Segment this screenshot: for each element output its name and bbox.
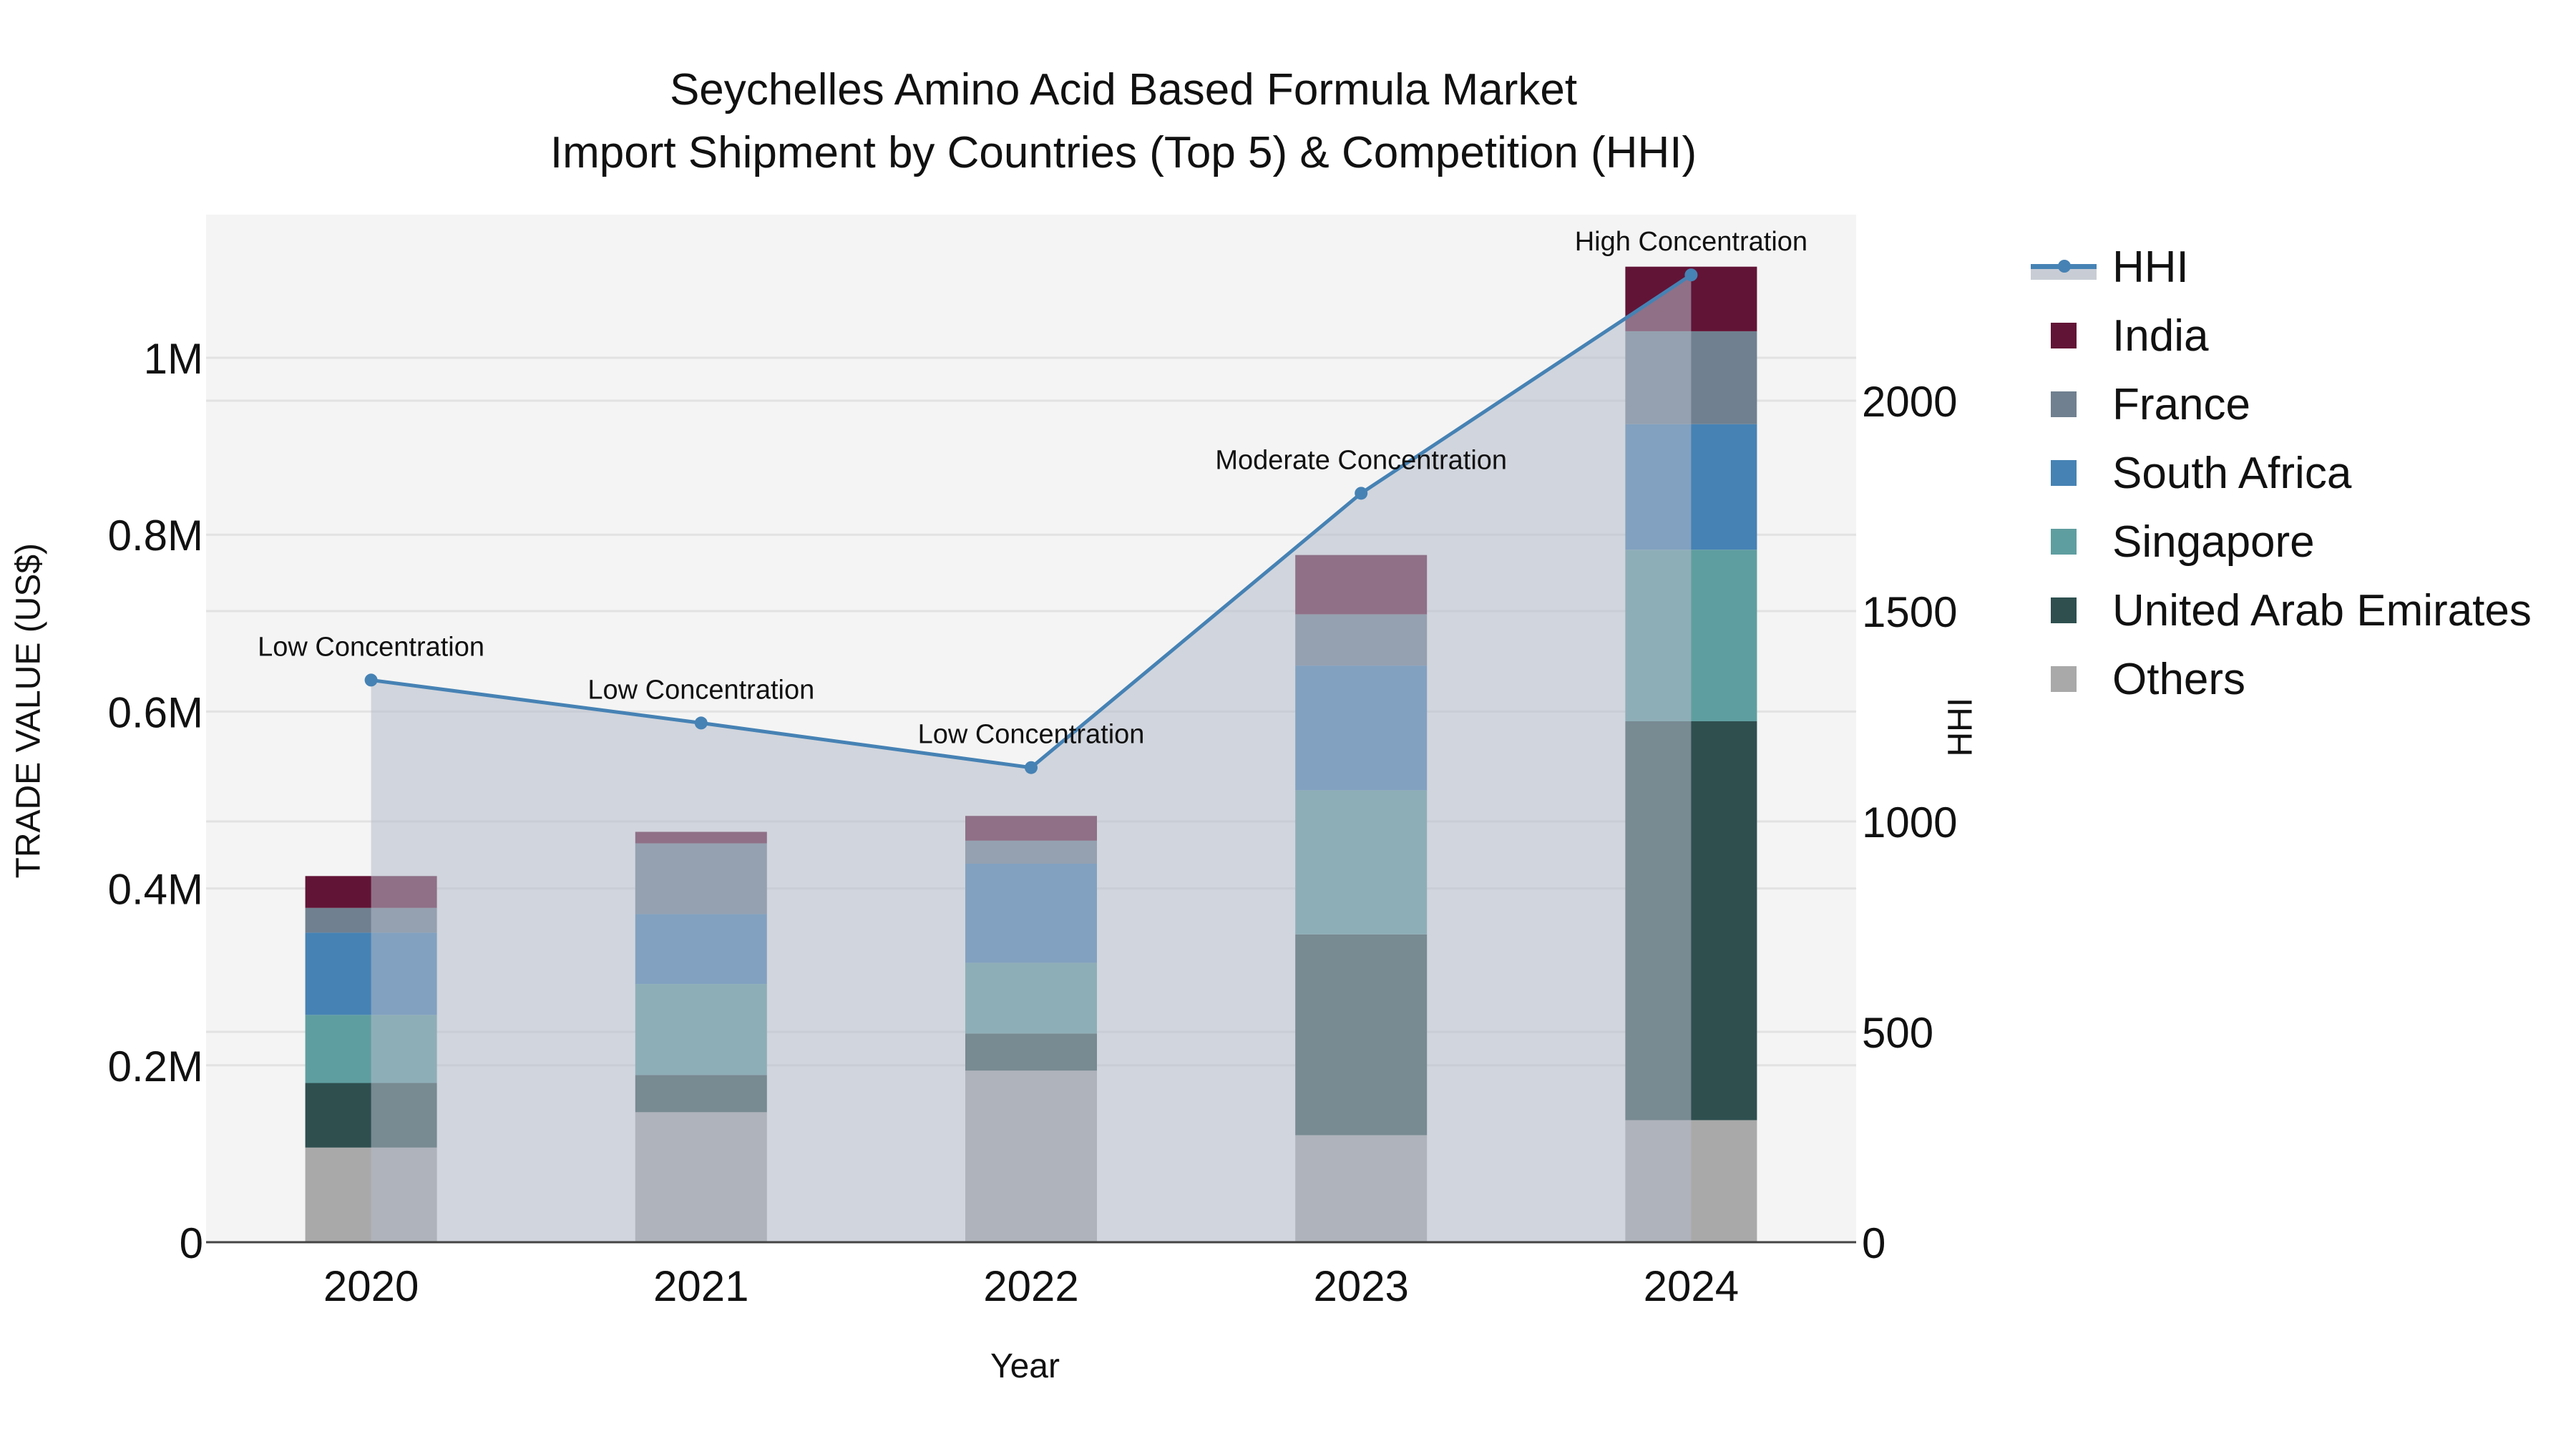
chart-title-line-1: Seychelles Amino Acid Based Formula Mark… xyxy=(669,65,1578,114)
hhi-line xyxy=(364,268,1698,774)
y-right-tick-label: 500 xyxy=(1862,1009,1933,1057)
legend-item-uae[interactable]: United Arab Emirates xyxy=(2031,576,2532,645)
legend-item-south-africa[interactable]: South Africa xyxy=(2031,439,2532,507)
y-left-tick-label: 1M xyxy=(144,335,203,383)
square-swatch-icon xyxy=(2051,391,2077,417)
y-right-tick-label: 0 xyxy=(1862,1219,1885,1267)
y-right-tick-label: 2000 xyxy=(1862,378,1957,426)
x-tick-label: 2020 xyxy=(323,1262,419,1310)
hhi-point[interactable] xyxy=(1684,268,1698,282)
legend-label: United Arab Emirates xyxy=(2112,585,2532,635)
legend-label: South Africa xyxy=(2112,448,2352,498)
y-left-tick-label: 0.6M xyxy=(108,688,203,736)
y-right-tick-label: 1000 xyxy=(1862,799,1957,847)
legend: HHI India France South Africa Singapore … xyxy=(2031,233,2532,713)
hhi-annotation: High Concentration xyxy=(1575,227,1807,257)
square-swatch-icon xyxy=(2051,460,2077,486)
y-axis-left-title: TRADE VALUE (US$) xyxy=(9,542,48,879)
hhi-annotations: Low Concentration Low Concentration Low Co… xyxy=(258,227,1807,750)
legend-item-france[interactable]: France xyxy=(2031,370,2532,439)
y-left-tick-label: 0 xyxy=(180,1219,203,1267)
legend-item-singapore[interactable]: Singapore xyxy=(2031,507,2532,576)
x-tick-label: 2021 xyxy=(653,1262,748,1310)
x-tick-label: 2022 xyxy=(983,1262,1078,1310)
legend-item-others[interactable]: Others xyxy=(2031,645,2532,713)
legend-item-hhi[interactable]: HHI xyxy=(2031,233,2532,301)
hhi-point[interactable] xyxy=(1025,761,1038,774)
hhi-point[interactable] xyxy=(694,716,708,730)
y-axis-right-ticks: 0 500 1000 1500 2000 xyxy=(1862,378,1957,1267)
legend-label: Singapore xyxy=(2112,517,2315,567)
legend-label: France xyxy=(2112,379,2250,429)
y-axis-right-title: HHI xyxy=(1941,697,1980,757)
hhi-annotation: Low Concentration xyxy=(258,632,484,662)
square-swatch-icon xyxy=(2051,597,2077,623)
hhi-area-fill xyxy=(371,275,1692,1242)
legend-item-india[interactable]: India xyxy=(2031,301,2532,370)
legend-label: India xyxy=(2112,311,2209,361)
hhi-annotation: Low Concentration xyxy=(587,675,814,705)
y-left-tick-label: 0.2M xyxy=(108,1043,203,1091)
hhi-point[interactable] xyxy=(364,673,378,687)
line-marker-icon xyxy=(2031,253,2097,281)
square-swatch-icon xyxy=(2051,529,2077,555)
legend-label: Others xyxy=(2112,654,2246,704)
x-axis-ticks: 2020 2021 2022 2023 2024 xyxy=(323,1262,1739,1310)
hhi-annotation: Low Concentration xyxy=(918,720,1145,750)
y-left-tick-label: 0.8M xyxy=(108,512,203,560)
hhi-annotation: Moderate Concentration xyxy=(1215,445,1507,475)
chart-title-line-2: Import Shipment by Countries (Top 5) & C… xyxy=(550,128,1697,177)
y-left-tick-label: 0.4M xyxy=(108,866,203,914)
x-tick-label: 2024 xyxy=(1644,1262,1739,1310)
y-axis-left-ticks: 0 0.2M 0.4M 0.6M 0.8M 1M xyxy=(108,335,203,1267)
y-right-tick-label: 1500 xyxy=(1862,588,1957,636)
square-swatch-icon xyxy=(2051,666,2077,692)
hhi-point[interactable] xyxy=(1355,487,1368,500)
legend-label: HHI xyxy=(2112,242,2189,292)
x-tick-label: 2023 xyxy=(1313,1262,1408,1310)
x-axis-title: Year xyxy=(990,1347,1060,1385)
square-swatch-icon xyxy=(2051,323,2077,348)
